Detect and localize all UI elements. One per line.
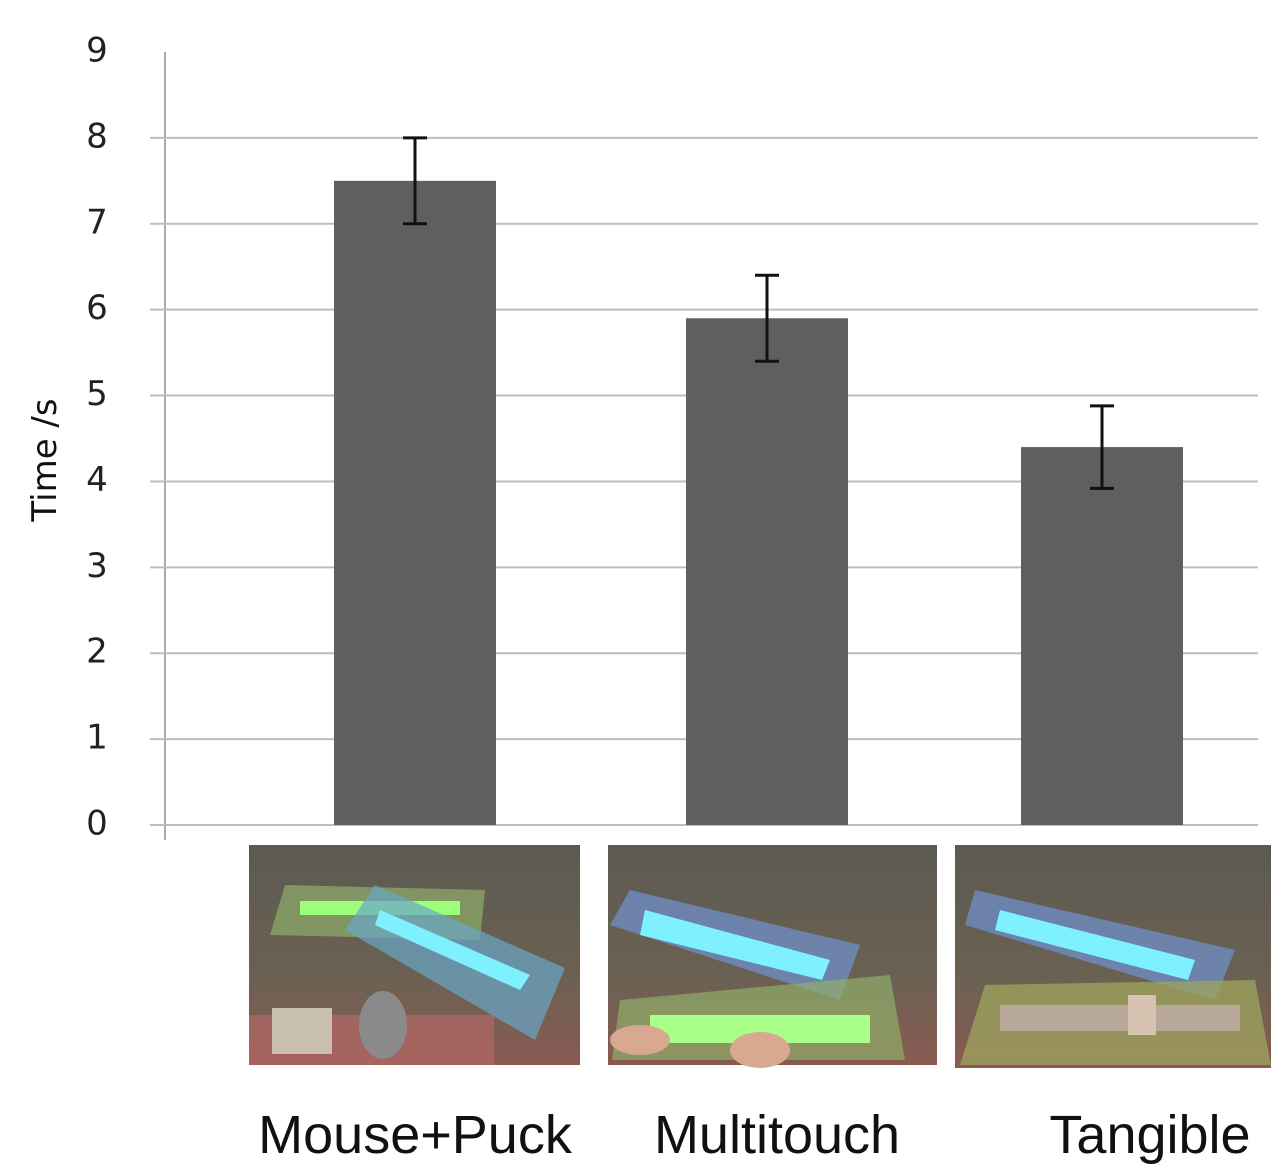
photo bbox=[249, 845, 580, 1065]
bar bbox=[334, 181, 496, 825]
y-axis-label: Time /s bbox=[25, 398, 65, 522]
y-tick-label: 0 bbox=[86, 804, 108, 844]
y-tick-label: 4 bbox=[86, 460, 108, 500]
chart: Time /s 0 1 2 3 4 5 6 7 8 9 Mouse+Puck Multitouch Ta… bbox=[0, 0, 1271, 1168]
y-tick-label: 9 bbox=[86, 31, 108, 71]
bar bbox=[1021, 447, 1183, 825]
y-tick-label: 2 bbox=[86, 632, 108, 672]
y-tick-label: 3 bbox=[86, 546, 108, 586]
x-tick-label: Multitouch bbox=[654, 1105, 900, 1165]
photo bbox=[955, 845, 1271, 1068]
y-tick-label: 5 bbox=[86, 374, 108, 414]
y-tick-label: 6 bbox=[86, 288, 108, 328]
photo bbox=[608, 845, 937, 1068]
y-tick-label: 1 bbox=[86, 718, 108, 758]
bar bbox=[686, 318, 848, 825]
x-tick-label: Mouse+Puck bbox=[258, 1105, 573, 1165]
y-tick-label: 8 bbox=[86, 116, 108, 156]
x-tick-label: Tangible bbox=[1049, 1105, 1250, 1165]
y-tick-label: 7 bbox=[86, 202, 108, 242]
